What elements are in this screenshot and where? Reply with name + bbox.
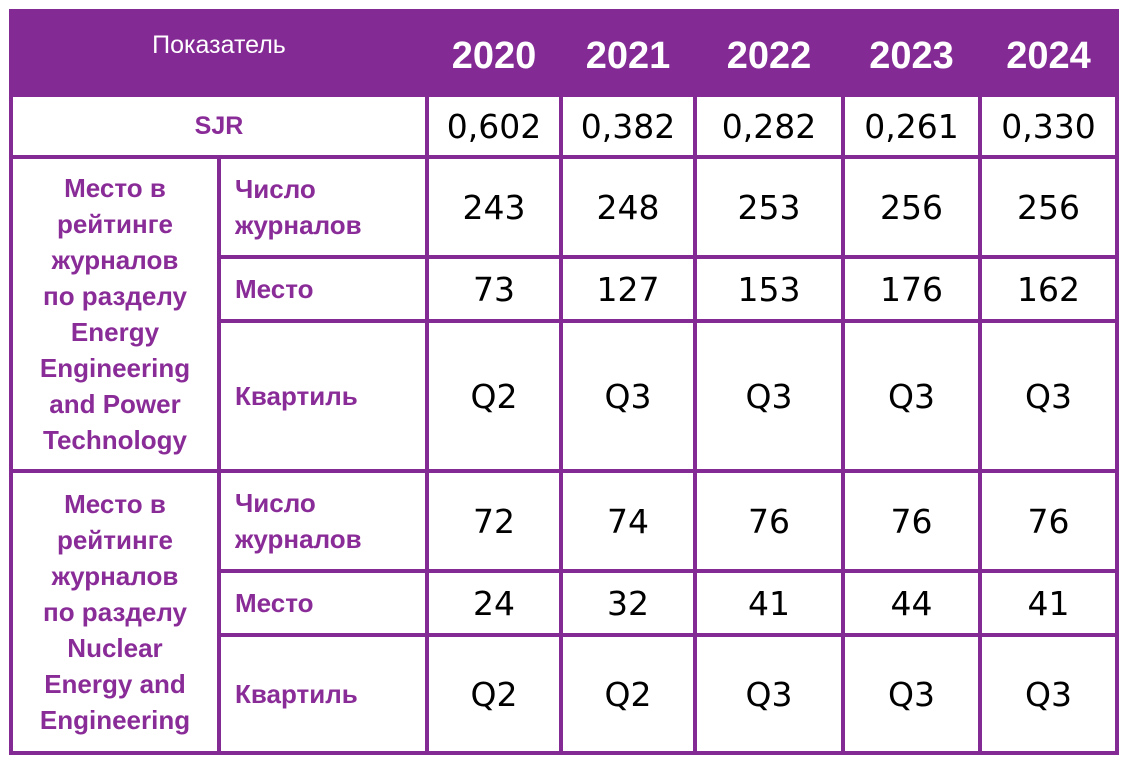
quartile-value: Q3 xyxy=(841,319,982,473)
journal-count-value: 253 xyxy=(693,155,845,259)
group-title-line: Nuclear xyxy=(67,633,163,663)
place-value: 44 xyxy=(841,569,982,637)
sjr-value: 0,261 xyxy=(841,93,982,159)
header-row: Показатель 2020 2021 2022 2023 2024 xyxy=(9,9,1119,97)
group-title-line: по разделу xyxy=(43,281,187,311)
group1-journal-count-row: Место в рейтинге журналов по разделу Ene… xyxy=(9,155,1119,473)
group2-place-row: Место 24 32 41 44 41 xyxy=(11,569,1119,637)
year-header-2023: 2023 xyxy=(841,9,982,97)
label-line: Число xyxy=(235,174,316,204)
sjr-value: 0,282 xyxy=(693,93,845,159)
journal-count-value: 76 xyxy=(841,469,982,573)
quartile-label: Квартиль xyxy=(217,633,429,755)
group1-title: Место в рейтинге журналов по разделу Ene… xyxy=(9,155,221,473)
journal-count-label: Число журналов xyxy=(217,469,429,573)
journal-count-value: 74 xyxy=(559,469,697,573)
journal-count-value: 256 xyxy=(978,155,1119,259)
group2-quartile-row: Квартиль Q2 Q2 Q3 Q3 Q3 xyxy=(11,633,1119,755)
label-line: Число xyxy=(235,488,316,518)
journal-count-value: 76 xyxy=(693,469,845,573)
quartile-value: Q3 xyxy=(978,633,1119,755)
journal-count-value: 72 xyxy=(425,469,563,573)
quartile-value: Q2 xyxy=(559,633,697,755)
label-line: журналов xyxy=(235,524,362,554)
journal-count-value: 76 xyxy=(978,469,1119,573)
sjr-row: SJR 0,602 0,382 0,282 0,261 0,330 xyxy=(9,93,1119,159)
place-value: 176 xyxy=(841,255,982,323)
group-title-line: Engineering xyxy=(39,353,191,383)
place-label: Место xyxy=(217,569,429,637)
place-value: 41 xyxy=(693,569,845,637)
place-value: 153 xyxy=(693,255,845,323)
place-value: 127 xyxy=(559,255,697,323)
journal-count-value: 243 xyxy=(425,155,563,259)
quartile-value: Q3 xyxy=(978,319,1119,473)
group-title-line: and Power xyxy=(49,389,181,419)
year-header-2022: 2022 xyxy=(693,9,845,97)
quartile-label: Квартиль xyxy=(217,319,429,473)
group-title-line: журналов xyxy=(51,561,179,591)
journal-ranking-table: Показатель 2020 2021 2022 2023 2024 SJR … xyxy=(9,9,1119,755)
group-title-line: Место в xyxy=(64,489,166,519)
group1-quartile-row: Квартиль Q2 Q3 Q3 Q3 Q3 xyxy=(11,319,1119,473)
group-title-line: Engineering xyxy=(39,705,191,735)
group-title-line: Место в xyxy=(64,173,166,203)
place-label: Место xyxy=(217,255,429,323)
group2-title: Место в рейтинге журналов по разделу Nuc… xyxy=(9,469,221,755)
sjr-label: SJR xyxy=(9,93,429,159)
place-value: 73 xyxy=(425,255,563,323)
journal-count-value: 256 xyxy=(841,155,982,259)
year-header-2024: 2024 xyxy=(978,9,1119,97)
sjr-value: 0,602 xyxy=(425,93,563,159)
place-value: 41 xyxy=(978,569,1119,637)
group-title-line: рейтинге xyxy=(56,209,174,239)
group-title-line: рейтинге xyxy=(56,525,174,555)
place-value: 32 xyxy=(559,569,697,637)
group-title-line: журналов xyxy=(51,245,179,275)
label-line: журналов xyxy=(235,210,362,240)
group-title-line: Energy xyxy=(70,317,160,347)
year-header-2021: 2021 xyxy=(559,9,697,97)
sjr-value: 0,330 xyxy=(978,93,1119,159)
group-title-line: по разделу xyxy=(43,597,187,627)
journal-count-value: 248 xyxy=(559,155,697,259)
place-value: 24 xyxy=(425,569,563,637)
journal-count-label: Число журналов xyxy=(217,155,429,259)
quartile-value: Q3 xyxy=(693,319,845,473)
group2-journal-count-row: Место в рейтинге журналов по разделу Nuc… xyxy=(9,469,1119,755)
quartile-value: Q3 xyxy=(559,319,697,473)
year-header-2020: 2020 xyxy=(425,9,563,97)
sjr-value: 0,382 xyxy=(559,93,697,159)
group-title-line: Energy and xyxy=(44,669,186,699)
quartile-value: Q3 xyxy=(841,633,982,755)
place-value: 162 xyxy=(978,255,1119,323)
quartile-value: Q2 xyxy=(425,633,563,755)
group1-place-row: Место 73 127 153 176 162 xyxy=(11,255,1119,323)
indicator-header: Показатель xyxy=(9,9,429,97)
quartile-value: Q2 xyxy=(425,319,563,473)
group-title-line: Technology xyxy=(43,425,187,455)
quartile-value: Q3 xyxy=(693,633,845,755)
